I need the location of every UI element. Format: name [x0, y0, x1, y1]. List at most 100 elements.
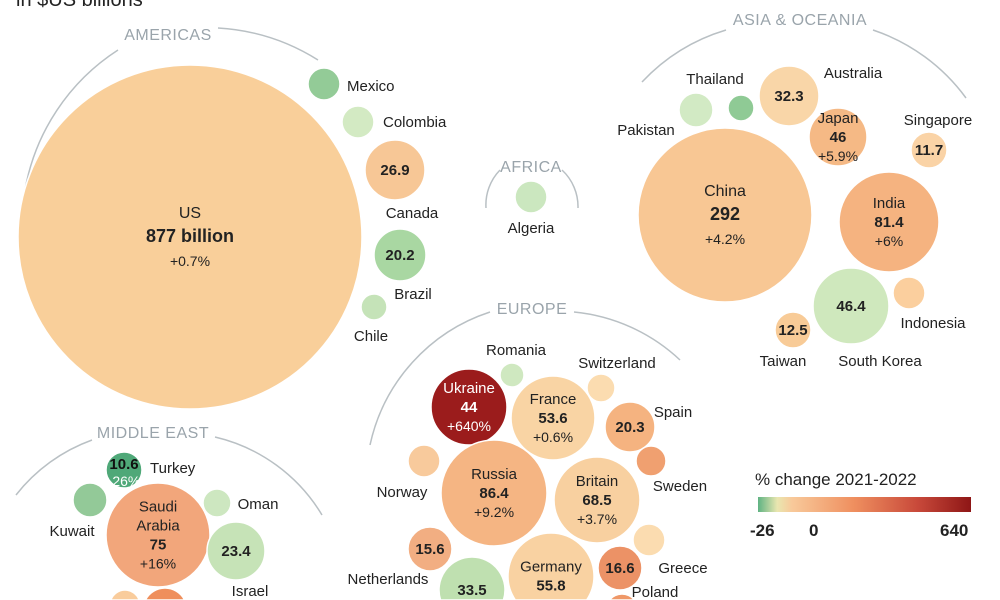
country-label-kuwait: Kuwait	[49, 523, 95, 540]
bubble-value-label: 11.7	[915, 142, 943, 159]
bubble-value-label: 53.6	[538, 410, 567, 427]
bubble-circle-britain	[553, 456, 641, 544]
bubble-pakistan: Pakistan	[617, 92, 714, 139]
bubble-eu166: 16.6	[597, 545, 643, 591]
bubble-me1	[110, 589, 140, 600]
bubble-china: China 292 +4.2%	[637, 127, 813, 303]
bubble-poland: Poland	[608, 584, 678, 600]
country-label-greece: Greece	[658, 560, 707, 577]
bubble-saudi: Saudi Arabia 75 +16%	[105, 482, 211, 588]
bubble-brazil: 20.2 Brazil	[373, 228, 432, 303]
bubble-value-label: 33.5	[457, 582, 486, 599]
bubble-name-label: France	[530, 391, 577, 408]
bubble-name-label: Japan	[818, 110, 859, 127]
bubble-change-label: +0.7%	[170, 253, 210, 269]
bubble-name-label: Arabia	[136, 518, 180, 535]
country-label-norway: Norway	[377, 484, 428, 501]
bubble-france: France 53.6 +0.6%	[510, 375, 596, 461]
bubble-japan: Japan 46 +5.9%	[808, 107, 868, 167]
bubble-india: India 81.4 +6%	[838, 171, 940, 273]
bubble-southkorea: 46.4 South Korea	[812, 267, 922, 370]
bubble-change-label: +16%	[140, 556, 176, 572]
bubble-israel: 23.4 Israel	[206, 521, 268, 600]
bubble-kuwait: Kuwait	[49, 482, 108, 540]
bubble-change-label: +9.2%	[474, 504, 514, 520]
region-label-middle-east: MIDDLE EAST	[97, 425, 209, 442]
bubble-sweden: Sweden	[635, 445, 707, 495]
bubble-circle-taiwan	[774, 311, 812, 349]
country-label-brazil: Brazil	[394, 286, 432, 303]
country-label-switzerland: Switzerland	[578, 355, 656, 372]
bubble-circle-turkey	[105, 451, 143, 489]
bubble-circle-mexico	[307, 67, 341, 101]
country-label-spain: Spain	[654, 404, 692, 421]
bubble-circle-chile	[360, 293, 388, 321]
bubble-circle-me1	[110, 589, 140, 600]
bubble-value-label: 46.4	[836, 298, 866, 315]
bubble-name-label: Russia	[471, 466, 518, 483]
country-label-southkorea: South Korea	[838, 353, 922, 370]
bubble-circle-japan	[808, 107, 868, 167]
bubble-name-label: India	[873, 195, 906, 212]
country-label-romania: Romania	[486, 342, 547, 359]
country-label-taiwan: Taiwan	[760, 353, 807, 370]
bubble-chile: Chile	[354, 293, 388, 345]
europe-arc	[369, 311, 681, 446]
bubble-value-label: 75	[150, 537, 167, 554]
bubble-indonesia: Indonesia	[892, 276, 966, 332]
bubble-circle-algeria	[514, 180, 548, 214]
bubble-circle-sweden	[635, 445, 667, 477]
bubble-circle-singapore	[910, 131, 948, 169]
country-label-colombia: Colombia	[383, 114, 447, 131]
country-label-singapore: Singapore	[904, 112, 972, 129]
bubble-turkey: 10.6-26% Turkey	[105, 451, 196, 489]
middle-east-arc	[15, 436, 323, 516]
bubble-mexico: Mexico	[307, 67, 395, 101]
bubble-colombia: Colombia	[341, 105, 447, 139]
bubble-britain: Britain 68.5 +3.7%	[553, 456, 641, 544]
country-label-australia: Australia	[824, 65, 883, 82]
bubble-circle-india	[838, 171, 940, 273]
legend-max-label: 640	[940, 521, 969, 540]
bubble-circle-australia	[758, 65, 820, 127]
bubble-circle-china	[637, 127, 813, 303]
bubble-value-label: 292	[710, 204, 740, 224]
region-label-asia-oceania: ASIA & OCEANIA	[733, 12, 867, 29]
bubble-circle-canada	[364, 139, 426, 201]
bubble-circle-france	[510, 375, 596, 461]
bubble-name-label: Germany	[520, 559, 582, 576]
country-label-oman: Oman	[238, 496, 279, 513]
bubble-circle-thailand	[727, 94, 755, 122]
bubble-eu335: 33.5	[438, 556, 506, 600]
bubble-taiwan: 12.5 Taiwan	[760, 311, 812, 370]
chart-subtitle: in $US billions	[16, 0, 143, 11]
bubble-value-label: 877 billion	[146, 226, 234, 246]
country-label-mexico: Mexico	[347, 78, 395, 95]
bubble-singapore: 11.7 Singapore	[904, 112, 972, 169]
legend-zero-label: 0	[809, 521, 819, 540]
country-label-netherlands: Netherlands	[348, 571, 429, 588]
country-label-canada: Canada	[386, 205, 439, 222]
asia-arc	[641, 29, 967, 99]
bubble-value-label: 44	[461, 399, 478, 416]
bubble-change-label: +5.9%	[818, 148, 858, 164]
bubble-change-label: +640%	[447, 418, 491, 434]
legend-color-scale	[758, 497, 971, 512]
bubble-value-label: 23.4	[221, 543, 251, 560]
bubble-circle-netherlands	[407, 526, 453, 572]
bubble-change-label: +6%	[875, 233, 903, 249]
bubble-circle-brazil	[373, 228, 427, 282]
bubble-norway: Norway	[377, 444, 441, 501]
bubble-circle-russia	[440, 439, 548, 547]
bubble-name-label: Saudi	[139, 499, 177, 516]
bubble-oman: Oman	[202, 488, 279, 518]
bubble-netherlands: 15.6 Netherlands	[348, 526, 453, 588]
bubble-switzerland: Switzerland	[578, 355, 656, 403]
legend-min-label: -26	[750, 521, 775, 540]
bubble-value-label: 81.4	[874, 214, 904, 231]
bubble-circle-germany	[507, 532, 595, 600]
bubble-circle-romania	[499, 362, 525, 388]
bubble-algeria: Algeria	[508, 180, 555, 237]
bubble-circle-eu166	[597, 545, 643, 591]
